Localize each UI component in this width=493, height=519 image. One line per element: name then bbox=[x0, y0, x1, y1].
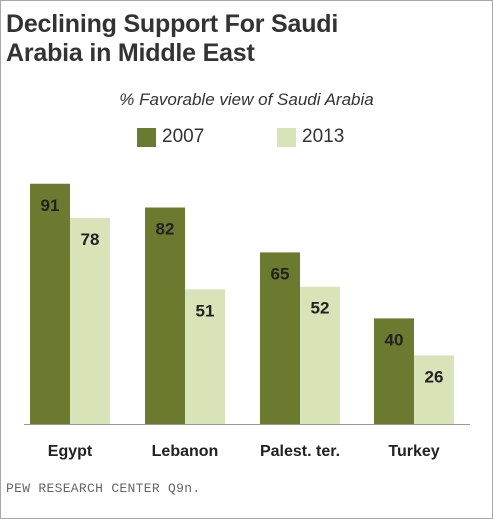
data-label-2007-3: 40 bbox=[385, 330, 404, 349]
bar-2013-egypt bbox=[70, 218, 110, 424]
category-label-0: Egypt bbox=[48, 443, 93, 460]
data-label-2013-0: 78 bbox=[81, 230, 100, 249]
bar-2007-egypt bbox=[30, 183, 70, 424]
bar-2007-turkey bbox=[374, 318, 414, 424]
chart-title-line-1: Declining Support For Saudi bbox=[6, 10, 339, 38]
chart-legend: 2007 2013 bbox=[0, 126, 493, 148]
data-label-2013-2: 52 bbox=[311, 299, 330, 318]
legend-swatch-2007 bbox=[137, 128, 156, 147]
legend-swatch-2013 bbox=[277, 128, 296, 147]
bar-2007-palest-ter bbox=[260, 252, 300, 424]
data-label-2007-1: 82 bbox=[156, 220, 175, 239]
category-label-2: Palest. ter. bbox=[260, 443, 340, 460]
data-label-2007-0: 91 bbox=[41, 196, 60, 215]
legend-label-2007: 2007 bbox=[162, 126, 205, 147]
category-label-3: Turkey bbox=[388, 443, 439, 460]
bar-2007-lebanon bbox=[145, 207, 185, 424]
chart-title-line-2: Arabia in Middle East bbox=[6, 39, 255, 67]
data-label-2013-3: 26 bbox=[425, 367, 444, 386]
data-label-2013-1: 51 bbox=[196, 301, 215, 320]
category-label-1: Lebanon bbox=[152, 443, 219, 460]
legend-label-2013: 2013 bbox=[302, 126, 345, 147]
source-note: PEW RESEARCH CENTER Q9n. bbox=[6, 481, 201, 496]
bar-2013-palest-ter bbox=[300, 286, 340, 424]
data-label-2007-2: 65 bbox=[271, 264, 290, 283]
chart-title: Declining Support For Saudi Arabia in Mi… bbox=[6, 10, 476, 68]
bar-2013-lebanon bbox=[185, 289, 225, 424]
chart-subtitle: % Favorable view of Saudi Arabia bbox=[119, 90, 374, 109]
bar-2013-turkey bbox=[414, 355, 454, 424]
